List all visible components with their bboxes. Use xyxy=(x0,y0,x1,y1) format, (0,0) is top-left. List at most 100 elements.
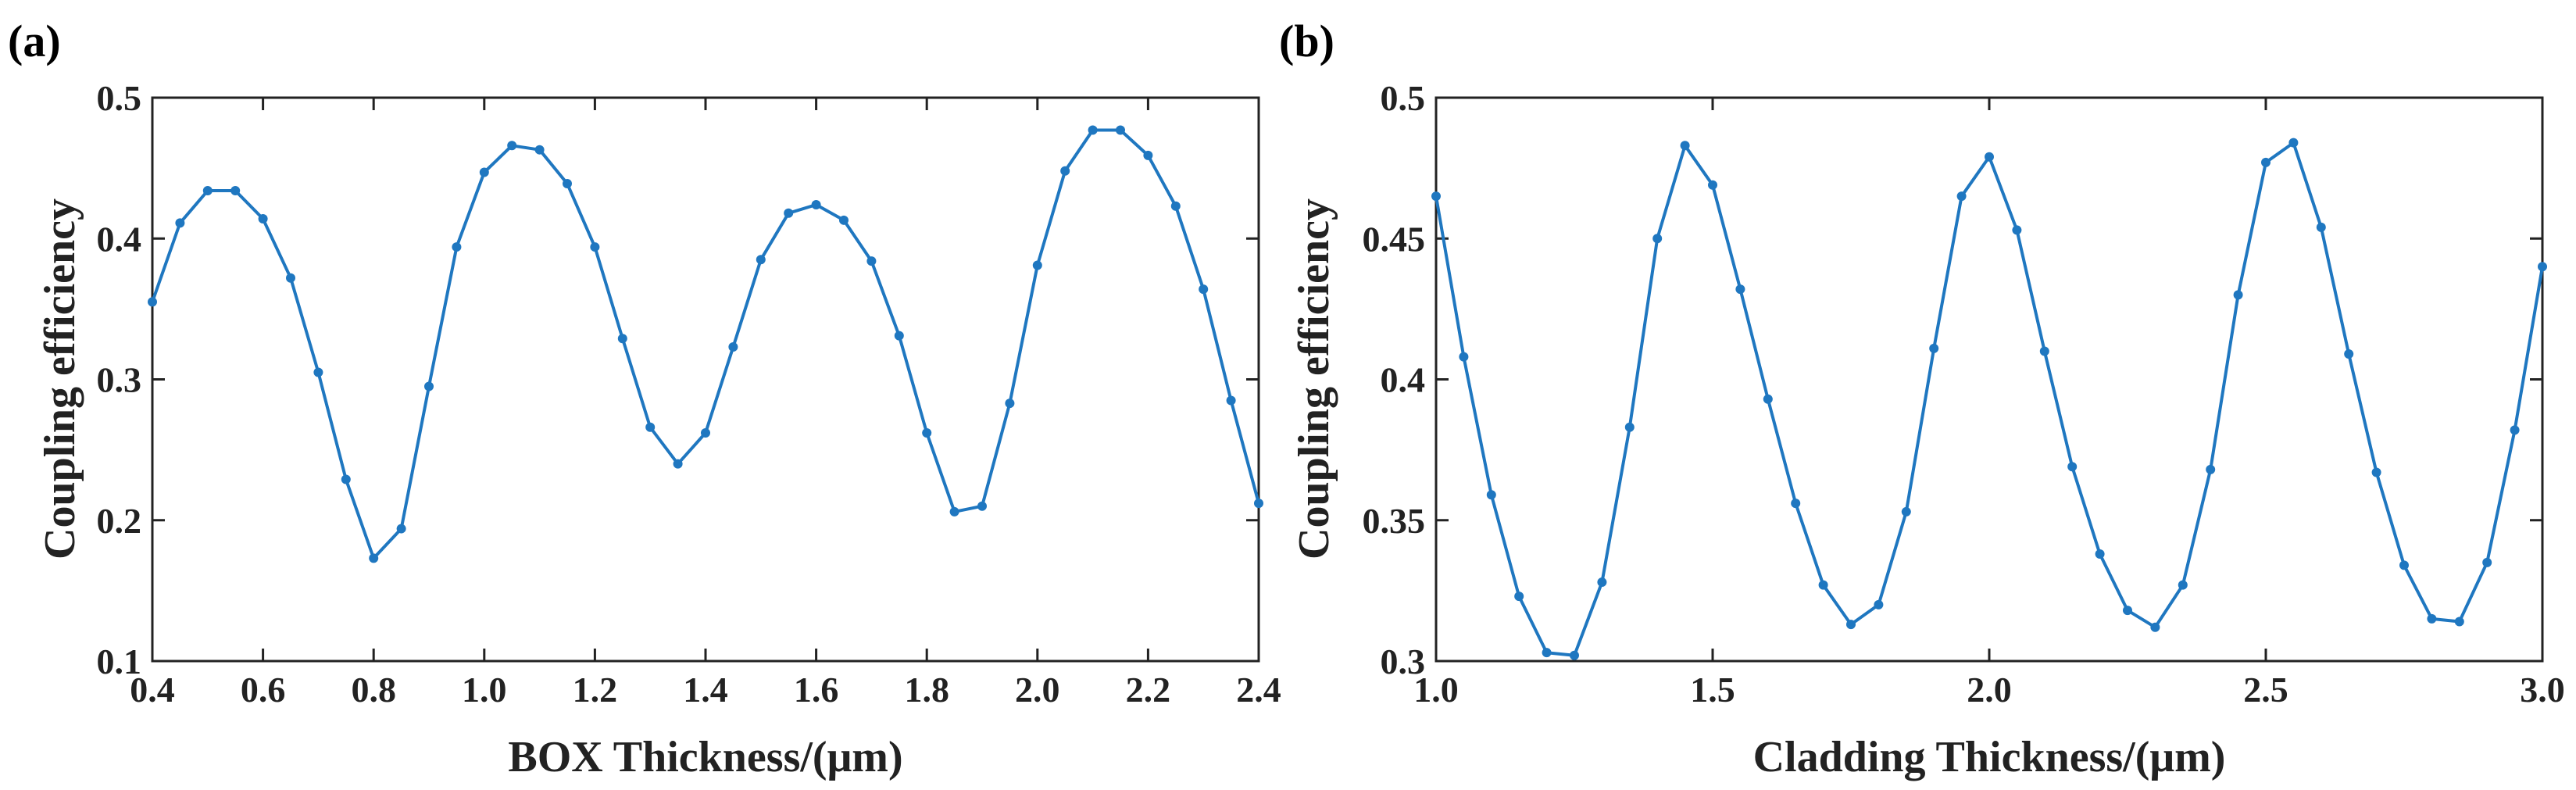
data-point-b-3 xyxy=(1514,592,1524,602)
data-point-a-0 xyxy=(148,297,157,307)
data-point-a-3 xyxy=(230,185,241,195)
x-tick-label-b-4: 3.0 xyxy=(2520,670,2565,710)
x-tick-label-a-4: 1.2 xyxy=(573,670,618,710)
data-point-a-22 xyxy=(756,255,766,265)
x-tick-label-a-6: 1.6 xyxy=(794,670,839,710)
data-point-b-31 xyxy=(2288,138,2299,148)
data-point-b-19 xyxy=(1956,191,1967,202)
data-point-b-32 xyxy=(2316,222,2326,232)
data-point-a-16 xyxy=(590,242,600,252)
data-point-b-34 xyxy=(2371,467,2381,477)
data-point-b-40 xyxy=(2538,262,2547,272)
data-point-a-36 xyxy=(1143,150,1153,160)
data-point-a-23 xyxy=(784,208,794,218)
x-tick-label-a-5: 1.4 xyxy=(683,670,728,710)
data-point-b-36 xyxy=(2427,613,2437,624)
x-tick-label-a-7: 1.8 xyxy=(904,670,949,710)
x-tick-label-b-1: 1.5 xyxy=(1690,670,1735,710)
data-point-b-39 xyxy=(2510,425,2520,435)
data-point-a-1 xyxy=(175,218,185,228)
data-point-a-4 xyxy=(258,214,268,224)
data-point-b-11 xyxy=(1735,284,1745,295)
data-point-a-40 xyxy=(1254,499,1263,509)
data-point-b-24 xyxy=(2095,549,2105,559)
y-tick-label-a-0: 0.1 xyxy=(97,642,142,681)
x-tick-label-b-0: 1.0 xyxy=(1413,670,1459,710)
data-point-b-13 xyxy=(1791,499,1801,509)
x-tick-label-a-0: 0.4 xyxy=(130,670,175,710)
y-tick-label-a-2: 0.3 xyxy=(97,360,142,400)
x-tick-label-a-1: 0.6 xyxy=(241,670,286,710)
y-tick-label-b-2: 0.4 xyxy=(1381,360,1426,400)
x-tick-label-a-9: 2.2 xyxy=(1126,670,1171,710)
data-point-a-2 xyxy=(202,185,213,195)
x-tick-label-a-2: 0.8 xyxy=(351,670,396,710)
x-tick-label-b-3: 2.5 xyxy=(2243,670,2288,710)
data-point-b-22 xyxy=(2039,346,2049,356)
y-tick-label-b-4: 0.5 xyxy=(1381,78,1426,118)
data-point-a-38 xyxy=(1199,284,1209,295)
data-point-b-6 xyxy=(1597,577,1607,588)
data-point-b-35 xyxy=(2399,560,2409,570)
data-point-a-29 xyxy=(949,506,959,517)
data-point-b-26 xyxy=(2150,622,2160,632)
y-tick-label-a-4: 0.5 xyxy=(97,78,142,118)
x-axis-a: 0.4 0.6 0.8 1.0 1.2 1.4 1.6 1.8 2.0 2.2 2.4 xyxy=(130,98,1281,710)
data-point-a-8 xyxy=(369,553,379,563)
data-point-b-5 xyxy=(1570,650,1579,660)
data-point-a-18 xyxy=(645,422,656,432)
data-point-a-27 xyxy=(894,331,904,341)
data-point-a-24 xyxy=(811,199,821,209)
data-point-b-12 xyxy=(1763,394,1773,404)
data-point-b-20 xyxy=(1985,152,1994,162)
data-point-a-32 xyxy=(1032,260,1042,270)
data-point-b-14 xyxy=(1818,580,1828,590)
x-tick-label-a-8: 2.0 xyxy=(1015,670,1060,710)
x-tick-label-a-3: 1.0 xyxy=(462,670,507,710)
data-point-b-29 xyxy=(2233,290,2243,300)
data-point-a-11 xyxy=(452,242,462,252)
data-point-b-25 xyxy=(2123,606,2132,616)
data-point-b-0 xyxy=(1431,191,1441,202)
y-tick-label-b-1: 0.35 xyxy=(1363,501,1426,541)
data-point-a-30 xyxy=(977,501,987,511)
data-point-b-38 xyxy=(2482,557,2492,567)
data-point-b-37 xyxy=(2454,617,2464,627)
y-axis-b: 0.3 0.35 0.4 0.45 0.5 xyxy=(1363,78,2542,681)
y-tick-label-b-0: 0.3 xyxy=(1381,642,1426,681)
series-line-a-0 xyxy=(151,128,1260,560)
data-point-b-28 xyxy=(2206,464,2216,474)
data-point-b-9 xyxy=(1680,141,1690,151)
panel-b: (b) 1.0 1.5 2.0 2.5 3.0 0.3 0.35 0.4 0.45 0.5 Cl… xyxy=(1279,16,2565,781)
data-point-a-28 xyxy=(922,427,932,438)
data-point-a-14 xyxy=(534,145,545,155)
data-point-a-34 xyxy=(1088,125,1098,135)
y-axis-title-a: Coupling efficiency xyxy=(36,198,84,559)
data-point-b-21 xyxy=(2012,225,2022,235)
data-point-a-21 xyxy=(728,342,738,352)
data-point-b-8 xyxy=(1652,234,1663,244)
y-tick-label-a-1: 0.2 xyxy=(97,501,142,541)
series-b xyxy=(1431,138,2547,660)
x-axis-title-a: BOX Thickness/(μm) xyxy=(508,733,902,781)
data-point-b-10 xyxy=(1708,180,1717,190)
x-axis-b: 1.0 1.5 2.0 2.5 3.0 xyxy=(1413,98,2565,710)
panel-label-b: (b) xyxy=(1279,16,1334,66)
data-point-b-30 xyxy=(2261,157,2271,167)
data-point-b-2 xyxy=(1486,490,1496,500)
y-axis-title-b: Coupling efficiency xyxy=(1290,198,1338,559)
data-point-b-4 xyxy=(1542,648,1552,658)
data-point-a-39 xyxy=(1226,395,1236,406)
data-point-a-37 xyxy=(1170,201,1181,211)
x-axis-title-b: Cladding Thickness/(μm) xyxy=(1753,733,2226,781)
data-point-b-33 xyxy=(2344,349,2354,359)
data-point-a-9 xyxy=(396,524,406,534)
data-point-b-18 xyxy=(1929,343,1939,353)
data-point-a-5 xyxy=(286,273,295,283)
plot-frame-a xyxy=(151,96,1260,663)
series-a xyxy=(148,125,1263,563)
data-point-b-17 xyxy=(1901,506,1911,517)
x-tick-label-b-2: 2.0 xyxy=(1967,670,2012,710)
data-point-a-35 xyxy=(1116,125,1125,135)
